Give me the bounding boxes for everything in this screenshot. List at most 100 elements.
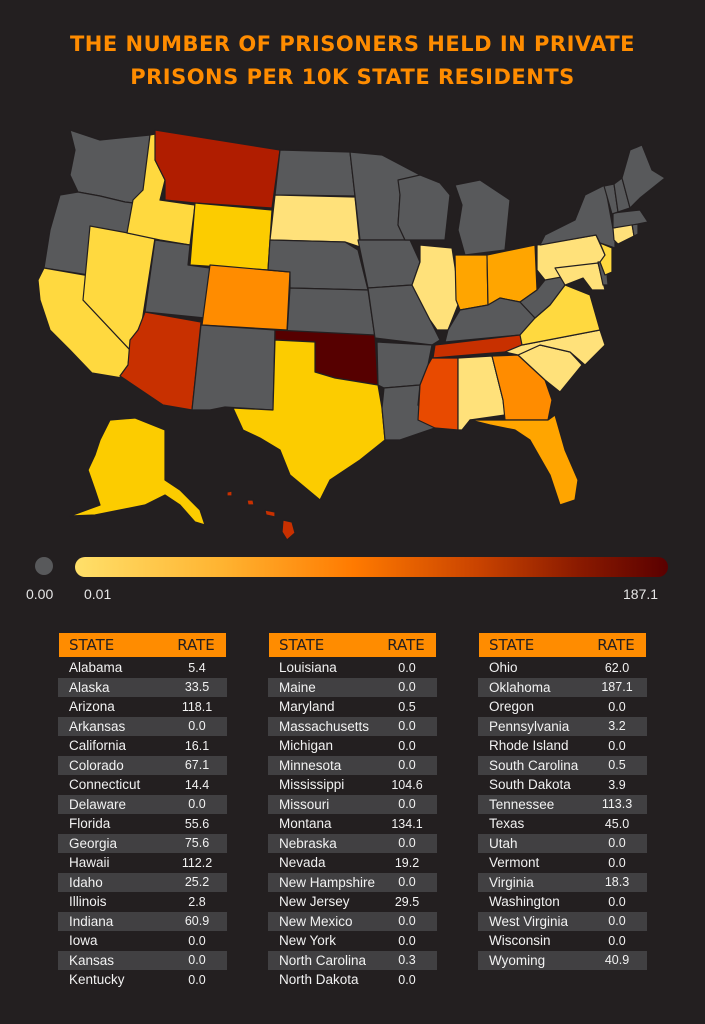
table-row: South Carolina 0.5: [478, 755, 647, 775]
state-SD[interactable]: [269, 194, 361, 248]
table-row: New Hampshire 0.0: [268, 872, 437, 892]
table-row: Connecticut 14.4: [58, 775, 227, 795]
table-row: Colorado 67.1: [58, 755, 227, 775]
state-name: Hawaii: [69, 855, 110, 871]
table-row: Arkansas 0.0: [58, 716, 227, 736]
table-row: Illinois 2.8: [58, 892, 227, 912]
state-name: Kansas: [69, 952, 115, 968]
state-name: Montana: [279, 816, 332, 832]
table-row: New York 0.0: [268, 931, 437, 951]
state-name: Washington: [489, 894, 560, 910]
table-row: Kansas 0.0: [58, 950, 227, 970]
legend-gradient-bar: [75, 557, 668, 577]
table-row: Oklahoma 187.1: [478, 677, 647, 697]
state-name: Oklahoma: [489, 679, 551, 695]
state-AK[interactable]: [69, 417, 206, 526]
state-WY[interactable]: [189, 202, 273, 271]
state-name: Pennsylvania: [489, 718, 570, 734]
state-ME[interactable]: [621, 144, 666, 209]
state-IN[interactable]: [454, 254, 489, 311]
state-CO[interactable]: [201, 264, 291, 331]
state-rate: 14.4: [184, 777, 210, 792]
header-state: STATE: [69, 636, 115, 654]
legend-zero-swatch: [35, 557, 53, 575]
table-row: Florida 55.6: [58, 814, 227, 834]
state-KS[interactable]: [286, 287, 376, 339]
state-name: Wyoming: [489, 952, 546, 968]
rate-table-2: STATE RATE Louisiana 0.0 Maine 0.0 Maryland 0…: [268, 632, 437, 990]
state-name: Florida: [69, 816, 111, 832]
state-rate: 134.1: [391, 816, 423, 831]
state-name: Delaware: [69, 796, 127, 812]
rate-table-3: STATE RATE Ohio 62.0 Oklahoma 187.1 Oregon 0.…: [478, 632, 647, 970]
table-row: Texas 45.0: [478, 814, 647, 834]
us-choropleth-map: [0, 110, 705, 550]
table-row: Arizona 118.1: [58, 697, 227, 717]
state-rate: 0.0: [398, 933, 416, 948]
table-row: Washington 0.0: [478, 892, 647, 912]
state-rate: 0.0: [398, 875, 416, 890]
state-name: Vermont: [489, 855, 540, 871]
state-rate: 0.0: [608, 855, 626, 870]
state-name: Colorado: [69, 757, 124, 773]
table-row: Georgia 75.6: [58, 833, 227, 853]
state-rate: 104.6: [391, 777, 423, 792]
state-IA[interactable]: [357, 239, 421, 289]
state-rate: 16.1: [184, 738, 210, 753]
state-MT[interactable]: [154, 129, 281, 209]
state-NY[interactable]: [539, 184, 616, 249]
legend-zero-label: 0.00: [26, 586, 54, 602]
state-rate: 18.3: [604, 875, 630, 890]
table-row: Utah 0.0: [478, 833, 647, 853]
state-rate: 0.0: [398, 660, 416, 675]
state-rate: 0.0: [188, 797, 206, 812]
state-rate: 0.0: [608, 933, 626, 948]
table-row: Michigan 0.0: [268, 736, 437, 756]
state-name: Missouri: [279, 796, 330, 812]
table-row: Virginia 18.3: [478, 872, 647, 892]
state-rate: 25.2: [184, 875, 210, 890]
state-NM[interactable]: [191, 324, 276, 411]
state-name: Alabama: [69, 660, 123, 676]
state-name: Louisiana: [279, 660, 337, 676]
table-row: Delaware 0.0: [58, 794, 227, 814]
state-name: South Carolina: [489, 757, 579, 773]
state-name: Connecticut: [69, 777, 141, 793]
state-rate: 0.0: [398, 680, 416, 695]
state-rate: 0.0: [608, 914, 626, 929]
state-name: Minnesota: [279, 757, 342, 773]
state-MI[interactable]: [454, 179, 511, 256]
title-line-1: The Number of Prisoners Held in Private: [69, 32, 636, 56]
legend-max-label: 187.1: [623, 586, 659, 602]
state-rate: 0.0: [398, 914, 416, 929]
table-row: Oregon 0.0: [478, 697, 647, 717]
table-row: Ohio 62.0: [478, 658, 647, 678]
table-row: Rhode Island 0.0: [478, 736, 647, 756]
state-HI-oahu[interactable]: [246, 499, 255, 506]
state-rate: 0.0: [608, 836, 626, 851]
title-line-2: Prisons per 10K State Residents: [130, 65, 575, 89]
state-name: Nebraska: [279, 835, 337, 851]
table-row: Iowa 0.0: [58, 931, 227, 951]
state-HI-maui[interactable]: [264, 509, 276, 518]
table-row: North Dakota 0.0: [268, 970, 437, 990]
state-rate: 75.6: [184, 836, 210, 851]
state-name: Maine: [279, 679, 316, 695]
state-MA[interactable]: [612, 209, 649, 229]
state-name: Illinois: [69, 894, 107, 910]
state-ND[interactable]: [274, 149, 356, 197]
table-row: Nebraska 0.0: [268, 833, 437, 853]
table-header: STATE RATE: [268, 632, 437, 658]
state-rate: 62.0: [604, 660, 630, 675]
table-row: Maryland 0.5: [268, 697, 437, 717]
state-HI-kauai[interactable]: [226, 490, 233, 497]
table-row: South Dakota 3.9: [478, 775, 647, 795]
table-row: Missouri 0.0: [268, 794, 437, 814]
state-FL[interactable]: [469, 414, 579, 506]
state-WI[interactable]: [397, 174, 451, 241]
state-HI-big[interactable]: [281, 519, 296, 541]
table-rows: Alabama 5.4 Alaska 33.5 Arizona 118.1 Arkansas…: [58, 658, 227, 990]
state-name: Oregon: [489, 699, 535, 715]
state-NJ[interactable]: [599, 242, 613, 276]
state-rate: 0.0: [398, 758, 416, 773]
